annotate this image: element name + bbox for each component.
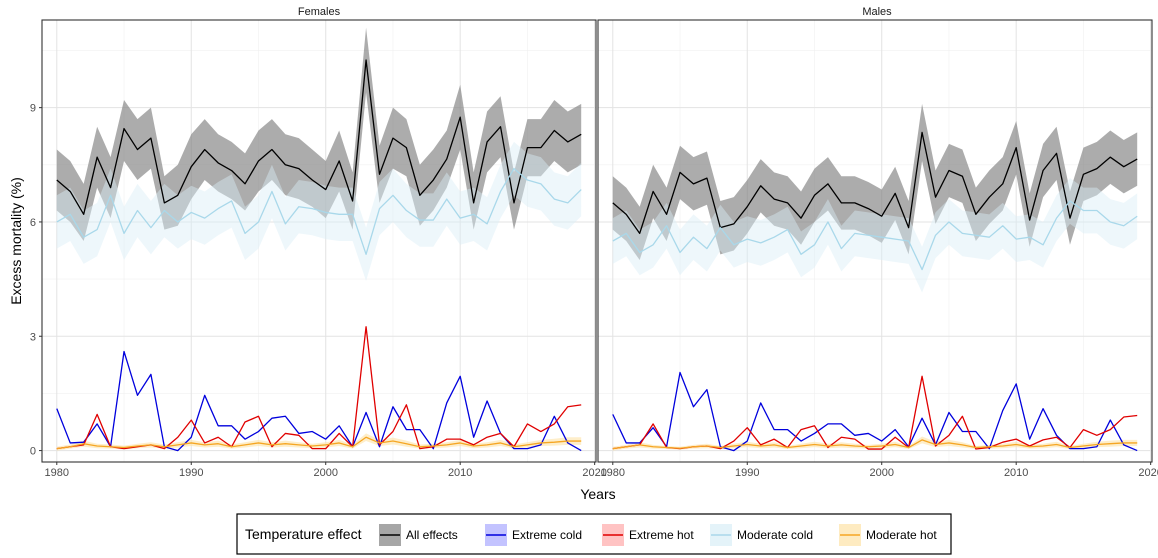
line-extreme-cold <box>612 371 1138 452</box>
x-tick-label: 1990 <box>179 467 203 479</box>
x-tick-label: 1980 <box>601 467 625 479</box>
legend-item-all-effects: All effects <box>379 524 458 546</box>
legend-label: Extreme cold <box>512 528 582 542</box>
line-moderate-hot <box>612 439 1138 450</box>
y-tick-label: 0 <box>30 446 36 458</box>
line-extreme-hot <box>612 375 1138 450</box>
ribbon-all-effects <box>56 27 582 242</box>
ribbon-moderate-hot <box>612 436 1138 451</box>
panel-females: 1980 1990 2000 2010 2020 0 3 6 9 <box>30 19 607 479</box>
legend-item-extreme-cold: Extreme cold <box>485 524 582 546</box>
ribbon-moderate-cold <box>612 178 1138 293</box>
panel-border <box>597 19 1153 463</box>
legend-label: Moderate hot <box>866 528 937 542</box>
ribbon-moderate-cold <box>56 141 582 282</box>
legend-item-extreme-hot: Extreme hot <box>602 524 694 546</box>
legend-item-moderate-cold: Moderate cold <box>710 524 813 546</box>
legend-label: All effects <box>406 528 458 542</box>
y-tick-label: 9 <box>30 103 36 115</box>
ribbon-moderate-hot <box>56 433 582 451</box>
x-tick-label: 2000 <box>869 467 893 479</box>
line-all-effects <box>56 59 582 215</box>
legend: Temperature effect All effects Extreme co… <box>236 513 952 555</box>
x-tick-label: 1990 <box>735 467 759 479</box>
line-moderate-cold <box>56 167 582 255</box>
line-moderate-hot <box>56 436 582 450</box>
line-extreme-cold <box>56 350 582 452</box>
x-tick-label: 2020 <box>582 467 606 479</box>
x-tick-label: 2020 <box>1138 467 1158 479</box>
panel-title-males: Males <box>862 6 892 18</box>
panel-border <box>41 19 597 463</box>
ribbon-all-effects <box>612 103 1138 261</box>
y-tick-label: 6 <box>30 217 36 229</box>
x-tick-label: 2010 <box>1004 467 1028 479</box>
legend-title: Temperature effect <box>245 526 362 542</box>
y-axis-title: Excess mortality (%) <box>8 177 24 305</box>
legend-box <box>236 513 952 555</box>
y-tick-label: 3 <box>30 331 36 343</box>
legend-item-moderate-hot: Moderate hot <box>839 524 937 546</box>
panel-title-females: Females <box>298 6 341 18</box>
panel-males: 1980 1990 2000 2010 2020 <box>597 19 1158 479</box>
x-tick-label: 2000 <box>313 467 337 479</box>
legend-label: Moderate cold <box>737 528 813 542</box>
x-tick-label: 1980 <box>45 467 69 479</box>
x-axis-title: Years <box>580 486 615 502</box>
legend-label: Extreme hot <box>629 528 694 542</box>
x-tick-label: 2010 <box>448 467 472 479</box>
line-all-effects <box>612 131 1138 235</box>
line-moderate-cold <box>612 200 1138 271</box>
